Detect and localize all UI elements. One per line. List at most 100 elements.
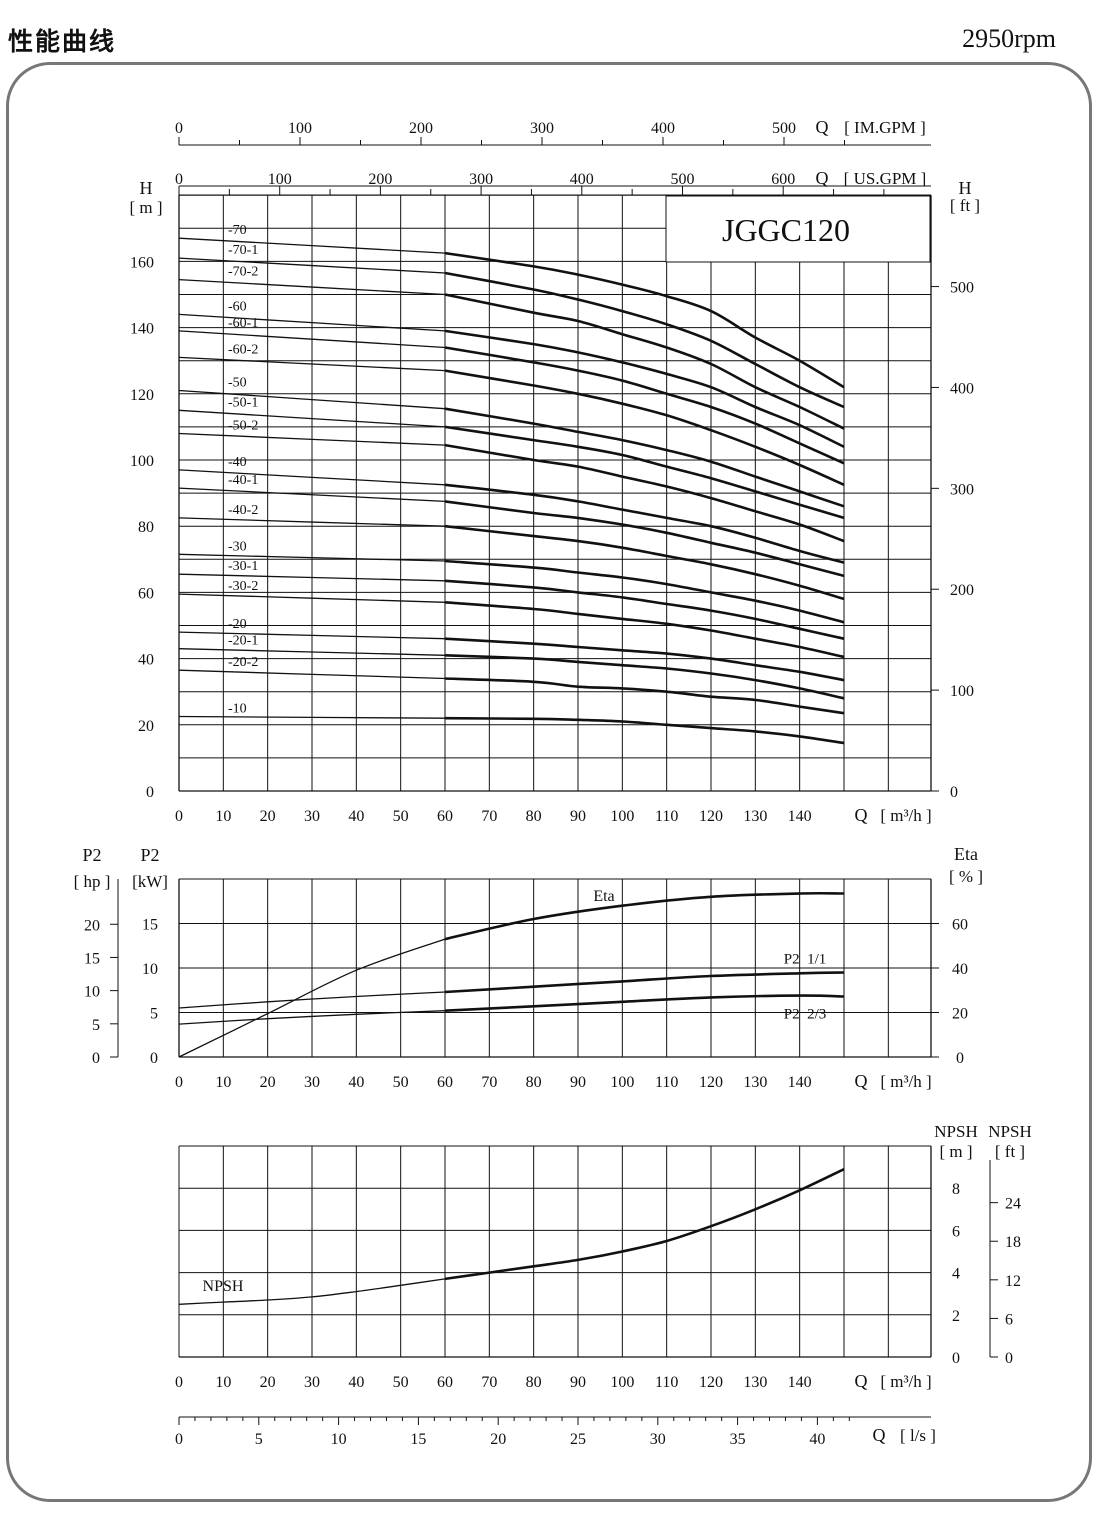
head-curve-thin — [178, 237, 446, 254]
usgpm-tick-label: 100 — [268, 171, 292, 188]
power-x-tick-label: 70 — [481, 1074, 497, 1091]
power-x-axis-label: Q — [855, 1071, 868, 1091]
head-tick-label: 0 — [146, 784, 154, 801]
head-curve — [444, 601, 845, 659]
head-curve-label: -20 — [228, 617, 247, 632]
npsh-x-tick-label: 90 — [570, 1374, 586, 1391]
usgpm-axis-unit: [ US.GPM ] — [844, 169, 927, 188]
head-curve-label: -50 — [228, 375, 247, 390]
head-curve-thin — [178, 389, 446, 410]
npsh-x-tick-label: 40 — [348, 1374, 364, 1391]
power-kw-tick-label: 0 — [150, 1050, 158, 1067]
head-curve — [444, 425, 845, 520]
imgpm-axis-label: Q — [816, 117, 829, 137]
head-tick-label: 60 — [138, 585, 154, 602]
eta-axis-label: Eta — [954, 844, 978, 864]
power-curve-label: P2 1/1 — [784, 951, 827, 967]
npsh-m-tick-label: 2 — [952, 1308, 960, 1325]
head-curve-label: -30 — [228, 539, 247, 554]
head-curve-label: -50-2 — [228, 419, 258, 434]
head-ft-tick-label: 200 — [950, 582, 974, 599]
npsh-ft-tick-label: 12 — [1005, 1273, 1021, 1290]
npsh-m-tick-label: 6 — [952, 1223, 960, 1240]
head-curve-thin — [178, 573, 446, 582]
head-curve-thin — [178, 257, 446, 274]
head-curve — [444, 407, 845, 508]
power-x-tick-label: 110 — [655, 1074, 678, 1091]
power-hp-axis-unit: [ hp ] — [74, 872, 111, 891]
head-curve — [444, 293, 845, 430]
head-ft-tick-label: 0 — [950, 784, 958, 801]
head-tick-label: 100 — [130, 453, 154, 470]
npsh-x-tick-label: 120 — [699, 1374, 723, 1391]
head-ft-tick-label: 100 — [950, 683, 974, 700]
head-curve-label: -70-1 — [228, 243, 258, 258]
head-curve-label: -60-2 — [228, 342, 258, 357]
head-x-tick-label: 60 — [437, 808, 453, 825]
head-curve-label: -30-1 — [228, 559, 258, 574]
imgpm-tick-label: 100 — [288, 120, 312, 137]
npsh-ft-tick-label: 0 — [1005, 1350, 1013, 1367]
head-curve — [444, 346, 845, 465]
lps-tick-label: 0 — [175, 1431, 183, 1448]
head-ft-axis-label: H — [959, 178, 972, 198]
head-x-tick-label: 80 — [526, 808, 542, 825]
power-curve — [444, 971, 845, 994]
npsh-x-tick-label: 0 — [175, 1374, 183, 1391]
head-curve-thin — [178, 517, 446, 527]
power-hp-tick-label: 10 — [84, 984, 100, 1001]
npsh-curve-label: NPSH — [203, 1278, 244, 1295]
power-curve-thin — [178, 1010, 446, 1025]
head-x-tick-label: 20 — [260, 808, 276, 825]
lps-tick-label: 25 — [570, 1431, 586, 1448]
model-box — [665, 195, 931, 263]
head-curve — [444, 524, 845, 601]
speed-label: 2950rpm — [962, 24, 1056, 53]
head-curve-thin — [178, 631, 446, 640]
npsh-x-tick-label: 80 — [526, 1374, 542, 1391]
eta-tick-label: 60 — [952, 917, 968, 934]
npsh-x-tick-label: 10 — [215, 1374, 231, 1391]
head-x-tick-label: 110 — [655, 808, 678, 825]
head-curve-thin — [178, 469, 446, 486]
head-curve-thin — [178, 330, 446, 349]
head-curve-label: -10 — [228, 702, 247, 717]
npsh-m-tick-label: 4 — [952, 1266, 960, 1283]
head-curve-thin — [178, 593, 446, 603]
head-x-tick-label: 130 — [743, 808, 767, 825]
lps-tick-label: 30 — [650, 1431, 666, 1448]
head-axis-label: H — [140, 178, 153, 198]
head-tick-label: 20 — [138, 718, 154, 735]
head-curve-label: -70-2 — [228, 265, 258, 280]
head-curve-thin — [178, 715, 446, 719]
eta-curve-thin — [178, 938, 446, 1058]
npsh-ft-tick-label: 6 — [1005, 1311, 1013, 1328]
eta-axis-unit: [ % ] — [949, 867, 983, 886]
lps-axis-label: Q — [873, 1425, 886, 1445]
power-hp-tick-label: 15 — [84, 950, 100, 967]
power-x-tick-label: 0 — [175, 1074, 183, 1091]
imgpm-tick-label: 300 — [530, 120, 554, 137]
imgpm-axis-unit: [ IM.GPM ] — [844, 118, 926, 137]
head-ft-tick-label: 500 — [950, 280, 974, 297]
head-curve — [444, 579, 845, 640]
head-curve-label: -60 — [228, 299, 247, 314]
head-curve-label: -30-2 — [228, 579, 258, 594]
power-x-tick-label: 10 — [215, 1074, 231, 1091]
head-curve — [444, 500, 845, 578]
head-curve — [444, 443, 845, 543]
head-x-tick-label: 90 — [570, 808, 586, 825]
usgpm-axis-label: Q — [816, 168, 829, 188]
power-x-axis-unit: [ m³/h ] — [880, 1072, 931, 1091]
head-curve — [444, 637, 845, 682]
head-curve-label: -20-1 — [228, 634, 258, 649]
eta-curve — [444, 891, 845, 941]
head-curve-thin — [178, 278, 446, 296]
head-curve-thin — [178, 432, 446, 446]
head-curve — [444, 654, 845, 700]
head-tick-label: 80 — [138, 519, 154, 536]
npsh-m-tick-label: 8 — [952, 1181, 960, 1198]
lps-tick-label: 35 — [730, 1431, 746, 1448]
head-curve-thin — [178, 409, 446, 428]
power-kw-axis-unit: [kW] — [132, 872, 168, 891]
